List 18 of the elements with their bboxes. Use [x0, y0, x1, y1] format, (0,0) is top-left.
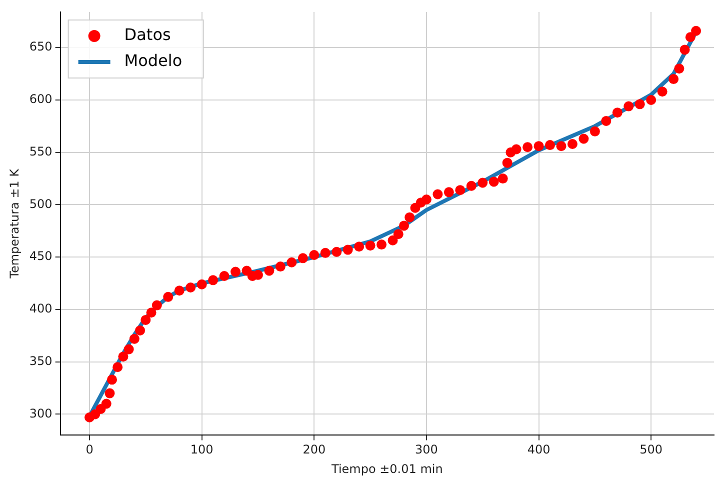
y-tick-label: 400: [29, 302, 52, 316]
x-tick-label: 300: [415, 442, 438, 457]
x-tick-label: 200: [302, 442, 326, 457]
legend-label: Modelo: [124, 51, 182, 70]
y-tick-label: 450: [29, 249, 52, 264]
y-tick-label: 650: [29, 40, 52, 54]
x-tick-label: 0: [86, 442, 94, 457]
y-tick-label: 600: [29, 92, 52, 106]
x-tick-label: 400: [527, 442, 550, 457]
x-tick-label: 500: [640, 442, 663, 457]
y-tick-label: 300: [29, 406, 52, 420]
y-axis-title: Temperatura ±1 K: [7, 168, 22, 280]
x-tick-label: 100: [190, 442, 214, 457]
y-tick-label: 350: [29, 354, 52, 368]
y-tick-label: 500: [29, 196, 52, 211]
y-tick-label: 550: [29, 144, 52, 158]
x-axis-title: Tiempo ±0.01 min: [330, 462, 443, 476]
legend-label: Datos: [124, 25, 171, 44]
